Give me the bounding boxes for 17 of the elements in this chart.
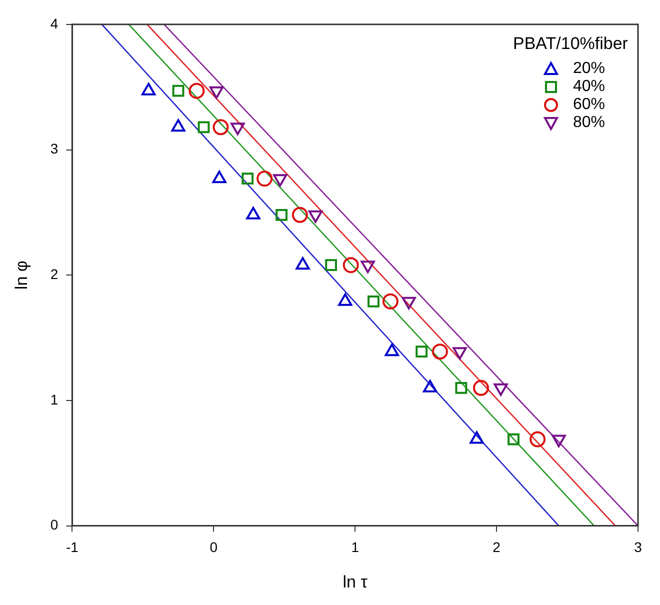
legend-label: 60% [573, 96, 606, 114]
x-tick-label: 3 [634, 539, 642, 556]
x-axis-title: ln τ [342, 572, 368, 592]
x-tick-label: -1 [66, 539, 79, 556]
x-tick-label: 0 [210, 539, 218, 556]
y-tick-label: 3 [50, 140, 58, 157]
y-tick-label: 1 [50, 391, 58, 408]
y-tick-label: 4 [50, 15, 58, 32]
x-tick-label: 2 [492, 539, 501, 556]
x-tick-label: 1 [351, 539, 360, 556]
legend-label: 80% [573, 114, 606, 132]
y-tick-label: 0 [50, 516, 58, 533]
legend-label: 20% [573, 60, 606, 78]
legend-label: 40% [573, 78, 606, 96]
y-tick-label: 2 [50, 266, 58, 282]
legend-title: PBAT/10%fiber [513, 34, 628, 54]
y-axis-title: ln φ [12, 260, 31, 290]
